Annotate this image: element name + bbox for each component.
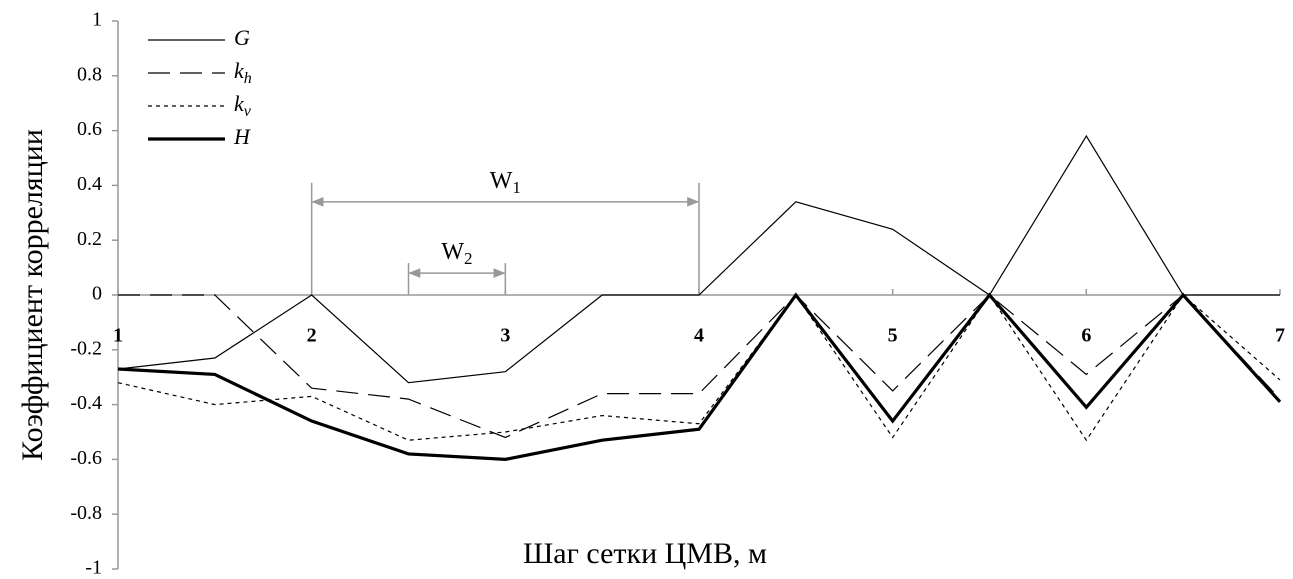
y-tick-label: -0.8 <box>70 502 102 524</box>
y-axis-title: Коэффициент корреляции <box>16 129 49 461</box>
x-tick-label: 3 <box>500 325 510 347</box>
y-tick-label: 0.6 <box>77 118 102 140</box>
legend-name: G <box>234 25 250 50</box>
y-tick-label: -0.4 <box>70 392 102 414</box>
legend-label: H <box>233 124 251 149</box>
x-tick-label: 6 <box>1081 325 1091 347</box>
annotation-subscript: 2 <box>464 249 473 268</box>
legend-label: kh <box>234 58 252 87</box>
legend-name: H <box>233 124 251 149</box>
x-tick-label: 5 <box>888 325 898 347</box>
legend-name: k <box>234 58 245 83</box>
y-tick-label: 1 <box>92 9 102 31</box>
annotation-label: W1 <box>490 167 521 196</box>
legend-name: k <box>234 91 245 116</box>
y-tick-label: 0.8 <box>77 63 102 85</box>
x-tick-label: 1 <box>113 325 123 347</box>
y-tick-label: -1 <box>85 557 102 579</box>
series-line <box>118 294 1281 439</box>
x-tick-label: 2 <box>307 325 317 347</box>
legend-subscript: v <box>244 103 252 120</box>
annotation-label: W2 <box>441 239 472 268</box>
y-tick-label: 0.4 <box>77 173 102 195</box>
annotation-subscript: 1 <box>512 178 521 197</box>
y-tick-label: -0.6 <box>70 447 102 469</box>
y-tick-label: 0.2 <box>77 228 102 250</box>
annotation-text: W <box>490 167 513 193</box>
series-line <box>117 293 1281 442</box>
legend-label: kv <box>234 91 252 120</box>
legend-subscript: h <box>244 70 252 87</box>
y-tick-label: 0 <box>92 283 102 305</box>
x-tick-label: 4 <box>694 325 704 347</box>
series-line <box>117 292 1282 462</box>
x-axis-title: Шаг сетки ЦМВ, м <box>523 537 767 570</box>
x-tick-label: 7 <box>1275 325 1285 347</box>
legend-label: G <box>234 25 250 50</box>
y-tick-label: -0.2 <box>70 337 102 359</box>
annotation-text: W <box>441 239 464 265</box>
series-line <box>117 134 1280 384</box>
